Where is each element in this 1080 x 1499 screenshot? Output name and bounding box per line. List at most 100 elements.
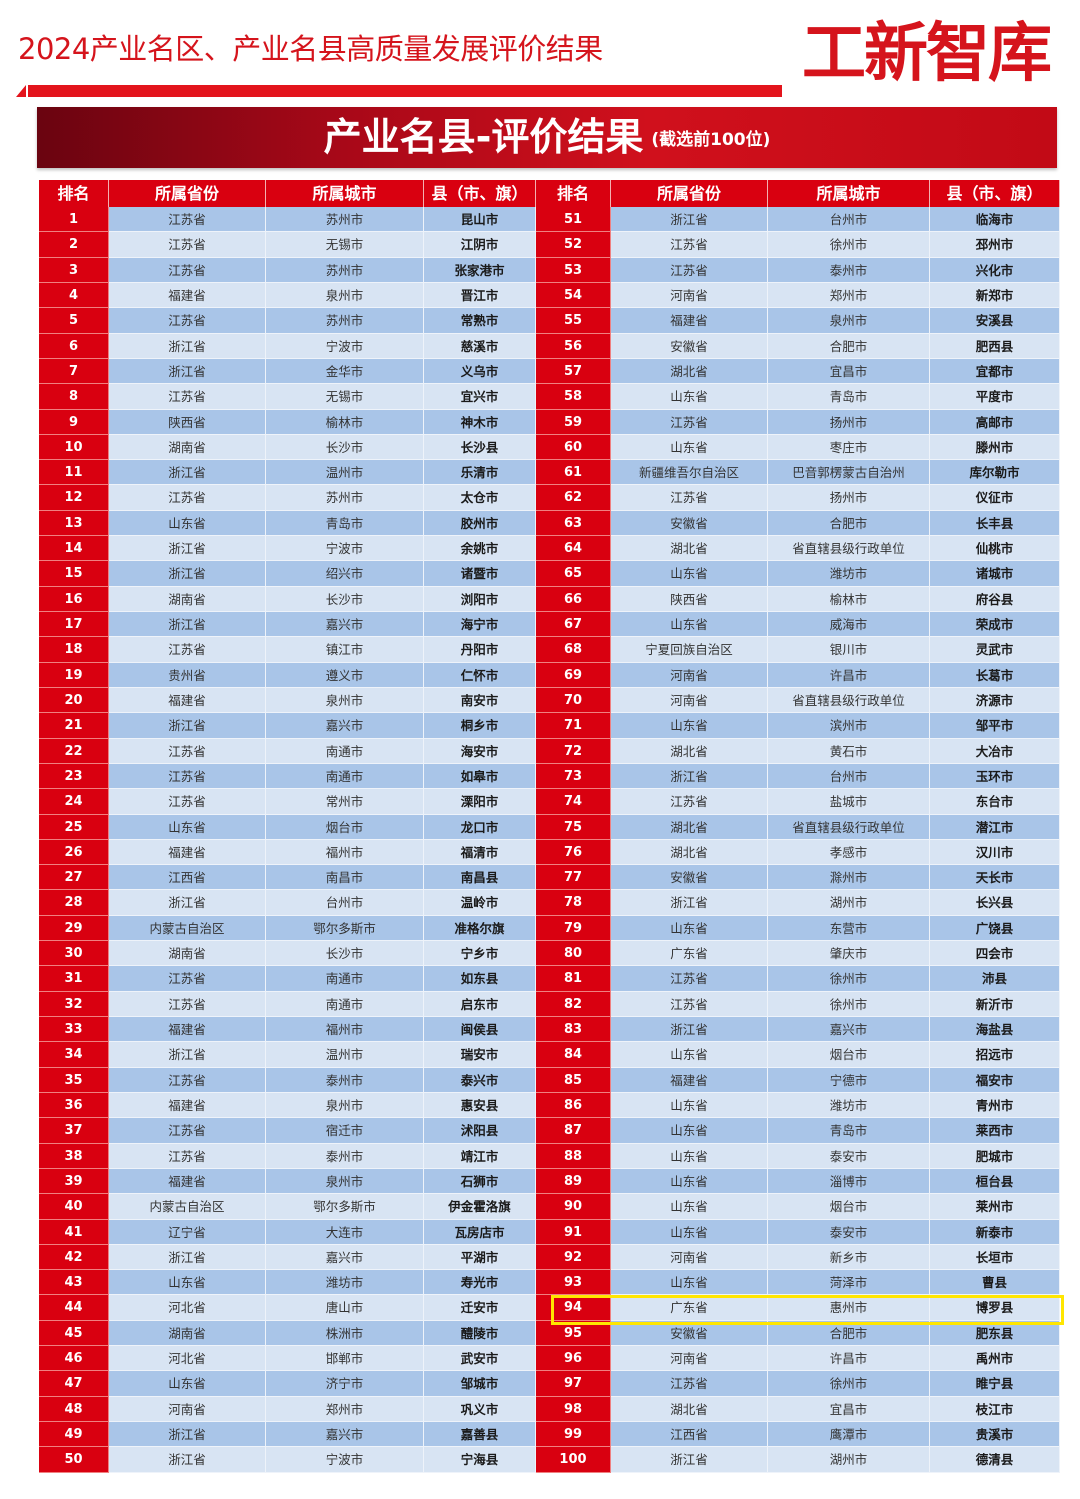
province-cell: 湖北省	[611, 814, 768, 840]
rank-cell: 82	[536, 991, 611, 1017]
province-cell: 浙江省	[109, 1244, 266, 1271]
city-cell: 鄂尔多斯市	[266, 1194, 424, 1220]
city-cell: 苏州市	[266, 207, 424, 233]
column-header-rank: 排名	[39, 180, 109, 207]
city-cell: 南昌市	[266, 865, 424, 891]
county-cell: 肥西县	[930, 333, 1060, 359]
county-cell: 平湖市	[424, 1244, 536, 1271]
city-cell: 鄂尔多斯市	[266, 915, 424, 942]
province-cell: 江苏省	[109, 384, 266, 410]
city-cell: 扬州市	[768, 409, 930, 435]
city-cell: 孝感市	[768, 839, 930, 866]
column-header-province: 所属省份	[611, 180, 768, 207]
province-cell: 江苏省	[611, 991, 768, 1017]
rank-cell: 56	[536, 333, 611, 359]
city-cell: 滁州市	[768, 865, 930, 891]
rank-cell: 7	[39, 358, 109, 385]
rank-cell: 69	[536, 662, 611, 688]
city-cell: 台州市	[768, 207, 930, 233]
province-cell: 江苏省	[109, 1067, 266, 1093]
rank-cell: 83	[536, 1017, 611, 1043]
province-cell: 山东省	[611, 713, 768, 739]
rank-cell: 39	[39, 1168, 109, 1195]
county-cell: 临海市	[930, 207, 1060, 233]
county-cell: 武安市	[424, 1346, 536, 1372]
county-cell: 肥东县	[930, 1320, 1060, 1347]
county-cell: 江阴市	[424, 232, 536, 258]
county-cell: 晋江市	[424, 282, 536, 309]
county-cell: 库尔勒市	[930, 460, 1060, 486]
city-cell: 苏州市	[266, 485, 424, 511]
rank-cell: 24	[39, 789, 109, 815]
column-header-county: 县（市、旗）	[930, 180, 1060, 207]
province-cell: 湖北省	[611, 839, 768, 866]
county-cell: 慈溪市	[424, 333, 536, 359]
county-cell: 桐乡市	[424, 713, 536, 739]
rank-cell: 98	[536, 1396, 611, 1422]
county-cell: 安溪县	[930, 308, 1060, 334]
province-cell: 浙江省	[109, 460, 266, 486]
county-cell: 石狮市	[424, 1168, 536, 1195]
province-cell: 福建省	[109, 1168, 266, 1195]
province-cell: 内蒙古自治区	[109, 1194, 266, 1220]
province-cell: 山东省	[109, 1270, 266, 1296]
city-cell: 温州市	[266, 460, 424, 486]
city-cell: 烟台市	[768, 1194, 930, 1220]
county-cell: 闽侯县	[424, 1017, 536, 1043]
province-cell: 江苏省	[109, 232, 266, 258]
rank-cell: 37	[39, 1118, 109, 1144]
province-cell: 福建省	[109, 839, 266, 866]
province-cell: 山东省	[109, 510, 266, 537]
rank-cell: 36	[39, 1092, 109, 1119]
county-cell: 仪征市	[930, 485, 1060, 511]
rank-cell: 91	[536, 1219, 611, 1245]
county-cell: 海安市	[424, 738, 536, 764]
province-cell: 浙江省	[611, 1447, 768, 1473]
city-cell: 长沙市	[266, 586, 424, 612]
rank-cell: 81	[536, 966, 611, 992]
city-cell: 省直辖县级行政单位	[768, 687, 930, 714]
column-header-province: 所属省份	[109, 180, 266, 207]
banner-title: 产业名县-评价结果	[323, 115, 644, 159]
city-cell: 滨州市	[768, 713, 930, 739]
city-cell: 省直辖县级行政单位	[768, 536, 930, 562]
city-cell: 嘉兴市	[768, 1017, 930, 1043]
province-cell: 山东省	[611, 1194, 768, 1220]
province-cell: 山东省	[611, 1270, 768, 1296]
city-cell: 肇庆市	[768, 941, 930, 967]
county-cell: 伊金霍洛旗	[424, 1194, 536, 1220]
county-cell: 德清县	[930, 1447, 1060, 1473]
rank-cell: 99	[536, 1422, 611, 1448]
county-cell: 沭阳县	[424, 1118, 536, 1144]
city-cell: 郑州市	[266, 1396, 424, 1422]
province-cell: 福建省	[611, 1067, 768, 1093]
province-cell: 江西省	[611, 1422, 768, 1448]
city-cell: 泰安市	[768, 1219, 930, 1245]
city-cell: 合肥市	[768, 1320, 930, 1347]
city-cell: 省直辖县级行政单位	[768, 814, 930, 840]
city-cell: 新乡市	[768, 1244, 930, 1271]
province-cell: 浙江省	[109, 358, 266, 385]
city-cell: 盐城市	[768, 789, 930, 815]
province-cell: 河南省	[109, 1396, 266, 1422]
county-cell: 桓台县	[930, 1168, 1060, 1195]
province-cell: 贵州省	[109, 662, 266, 688]
county-cell: 广饶县	[930, 915, 1060, 942]
province-cell: 江苏省	[109, 207, 266, 233]
county-cell: 兴化市	[930, 257, 1060, 283]
county-cell: 诸城市	[930, 561, 1060, 587]
rank-cell: 5	[39, 308, 109, 334]
county-cell: 南安市	[424, 687, 536, 714]
county-cell: 龙口市	[424, 814, 536, 840]
county-cell: 启东市	[424, 991, 536, 1017]
province-cell: 浙江省	[109, 890, 266, 916]
city-cell: 常州市	[266, 789, 424, 815]
rank-cell: 78	[536, 890, 611, 916]
city-cell: 郑州市	[768, 282, 930, 309]
rank-cell: 34	[39, 1042, 109, 1068]
county-cell: 禹州市	[930, 1346, 1060, 1372]
province-cell: 山东省	[611, 1219, 768, 1245]
province-cell: 山东省	[611, 1042, 768, 1068]
rank-cell: 53	[536, 257, 611, 283]
county-cell: 迁安市	[424, 1295, 536, 1321]
